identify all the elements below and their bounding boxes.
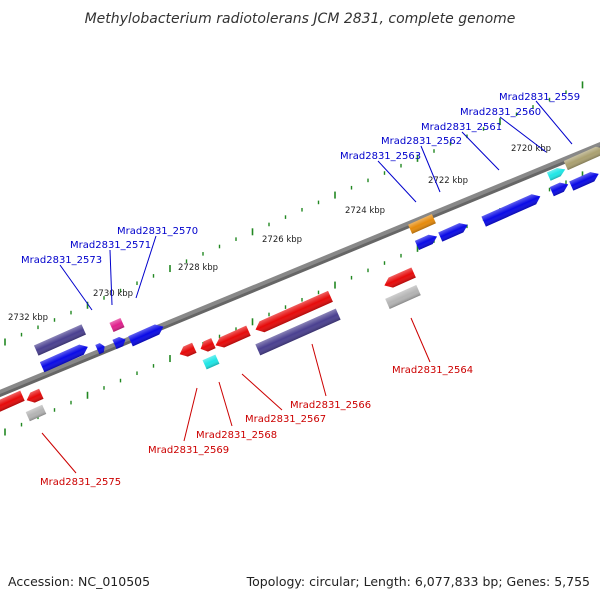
- gene-red-2575[interactable]: [24, 388, 44, 406]
- kbp-label: 2724 kbp: [345, 206, 385, 216]
- topology-text: Topology: circular; Length: 6,077,833 bp…: [246, 574, 590, 589]
- gene-blue-2562[interactable]: [481, 191, 542, 227]
- gene-orange-2563[interactable]: [408, 214, 436, 234]
- gene-label-forward[interactable]: Mrad2831_2559: [499, 92, 580, 103]
- gene-navy-2573[interactable]: [34, 324, 86, 356]
- gene-cyan-2568[interactable]: [202, 354, 220, 370]
- gene-olive-2559[interactable]: [563, 144, 600, 171]
- leader-line: [377, 160, 417, 203]
- backbone: [0, 141, 600, 395]
- leader-line: [109, 249, 113, 306]
- gene-label-reverse[interactable]: Mrad2831_2575: [40, 477, 121, 488]
- gene-blue-2571[interactable]: [95, 342, 106, 355]
- gene-gray-2575[interactable]: [25, 404, 47, 422]
- gene-navy-2567[interactable]: [255, 308, 341, 356]
- accession-text: Accession: NC_010505: [8, 574, 150, 589]
- gene-label-forward[interactable]: Mrad2831_2570: [117, 226, 198, 237]
- gene-red-2569[interactable]: [177, 342, 197, 360]
- gene-blue-2560b[interactable]: [569, 169, 600, 191]
- gene-red-2566[interactable]: [253, 290, 333, 335]
- gene-label-reverse[interactable]: Mrad2831_2569: [148, 445, 229, 456]
- gene-label-reverse[interactable]: Mrad2831_2564: [392, 365, 473, 376]
- leader-line: [535, 100, 573, 145]
- leader-line: [218, 381, 233, 427]
- gene-blue-2563a[interactable]: [438, 220, 469, 242]
- gene-blue-2570[interactable]: [128, 322, 165, 347]
- gene-label-forward[interactable]: Mrad2831_2560: [460, 107, 541, 118]
- kbp-label: 2728 kbp: [178, 263, 218, 273]
- gene-red-2568[interactable]: [198, 338, 216, 354]
- map-layer: 2720 kbp 2722 kbp 2724 kbp 2726 kbp 2728 kbp…: [0, 81, 600, 488]
- kbp-label: 2720 kbp: [511, 144, 551, 154]
- gene-label-forward[interactable]: Mrad2831_2563: [340, 151, 421, 162]
- leader-line: [461, 131, 500, 171]
- leader-line: [183, 387, 198, 442]
- gene-gray-2564[interactable]: [385, 285, 421, 309]
- gene-blue-2573[interactable]: [39, 342, 90, 373]
- gene-label-forward[interactable]: Mrad2831_2571: [70, 240, 151, 251]
- kbp-label: 2722 kbp: [428, 176, 468, 186]
- gene-blue-2561[interactable]: [549, 180, 571, 197]
- leader-line: [241, 373, 283, 411]
- gene-label-reverse[interactable]: Mrad2831_2566: [290, 400, 371, 411]
- gene-red-2564[interactable]: [382, 267, 416, 290]
- gene-red-2574[interactable]: [0, 390, 25, 416]
- gene-red-2567[interactable]: [213, 325, 251, 351]
- gene-label-forward[interactable]: Mrad2831_2573: [21, 255, 102, 266]
- kbp-label: 2730 kbp: [93, 289, 133, 299]
- leader-line: [59, 264, 93, 311]
- gene-magenta-2571[interactable]: [109, 317, 125, 333]
- gene-blue-2570b[interactable]: [112, 335, 127, 350]
- gene-label-reverse[interactable]: Mrad2831_2567: [245, 414, 326, 425]
- gene-cyan-2560[interactable]: [546, 165, 567, 181]
- gene-label-forward[interactable]: Mrad2831_2561: [421, 122, 502, 133]
- leader-line: [311, 343, 327, 397]
- kbp-label: 2732 kbp: [8, 313, 48, 323]
- leader-line: [420, 145, 441, 193]
- kbp-label: 2726 kbp: [262, 235, 302, 245]
- leader-line: [41, 432, 77, 474]
- gene-blue-2563b[interactable]: [414, 232, 439, 251]
- map-title: Methylobacterium radiotolerans JCM 2831,…: [85, 11, 516, 27]
- gene-label-forward[interactable]: Mrad2831_2562: [381, 136, 462, 147]
- leader-line: [499, 116, 547, 153]
- leader-line: [135, 235, 157, 299]
- leader-line: [410, 317, 431, 363]
- outer-tick-row: [4, 81, 584, 346]
- gene-label-reverse[interactable]: Mrad2831_2568: [196, 430, 277, 441]
